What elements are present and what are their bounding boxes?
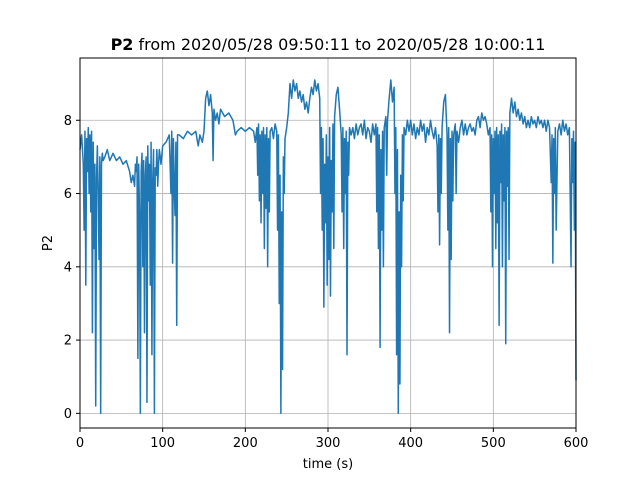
x-tick-label: 600	[564, 436, 589, 451]
x-tick-label: 300	[316, 436, 341, 451]
y-tick-label: 6	[64, 187, 72, 202]
y-tick-label: 2	[64, 334, 72, 349]
x-tick-label: 400	[398, 436, 423, 451]
y-axis: 0 2 4 6 8	[64, 114, 80, 422]
y-tick-label: 8	[64, 114, 72, 129]
y-tick-label: 0	[64, 407, 72, 422]
chart-title-rest: from 2020/05/28 09:50:11 to 2020/05/28 1…	[133, 35, 545, 54]
x-tick-label: 500	[481, 436, 506, 451]
y-tick-label: 4	[64, 260, 72, 275]
series-line	[79, 79, 577, 415]
y-axis-label: P2	[41, 235, 56, 251]
x-axis: 0 100 200 300 400 500 600	[76, 428, 589, 451]
x-tick-label: 100	[150, 436, 175, 451]
chart-title-bold: P2	[111, 35, 134, 54]
x-tick-label: 0	[76, 436, 84, 451]
x-tick-label: 200	[233, 436, 258, 451]
x-axis-label: time (s)	[303, 457, 353, 472]
chart-title: P2 from 2020/05/28 09:50:11 to 2020/05/2…	[111, 35, 546, 54]
plot-area	[79, 79, 577, 415]
